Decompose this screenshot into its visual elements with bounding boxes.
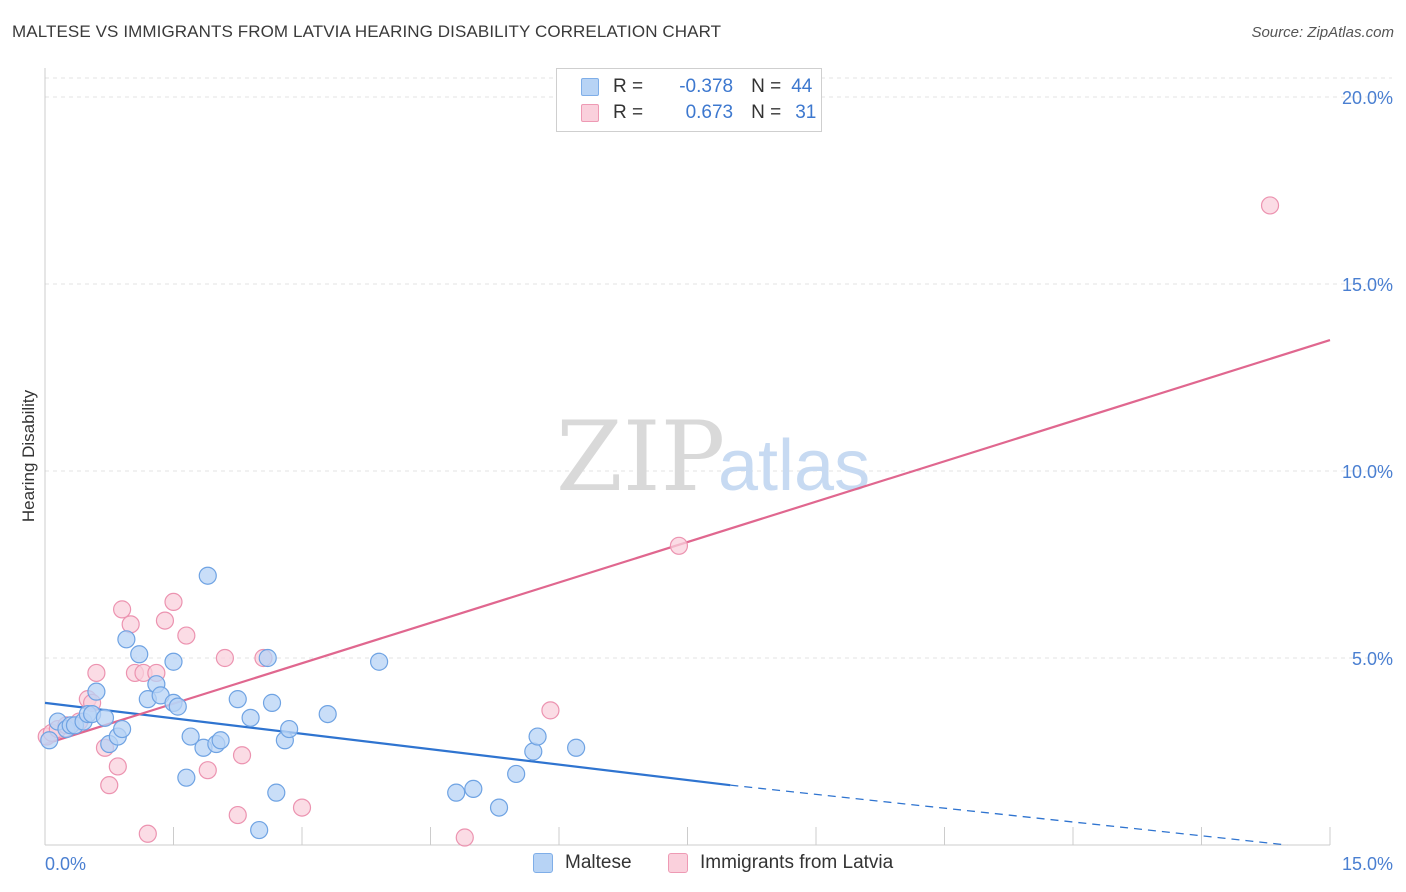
point-latvia xyxy=(215,648,234,668)
point-maltese xyxy=(250,820,269,840)
point-latvia xyxy=(541,701,560,720)
legend-r-value: -0.378 xyxy=(679,76,734,97)
data-points xyxy=(37,196,1280,847)
point-latvia xyxy=(292,798,312,817)
point-maltese xyxy=(130,645,149,664)
trend-line-latvia xyxy=(44,339,1331,746)
trend-line-maltese xyxy=(44,701,731,787)
point-maltese xyxy=(211,731,230,750)
point-latvia xyxy=(121,615,140,634)
series-legend-label: Maltese xyxy=(565,852,632,873)
point-latvia xyxy=(164,592,183,612)
y-tick-labels: 5.0% 10.0% 15.0% 20.0% xyxy=(1342,88,1393,669)
legend-row-maltese: R = -0.378 N = 44 xyxy=(581,74,812,100)
legend-r-label: R = xyxy=(613,102,644,123)
point-maltese xyxy=(507,764,526,784)
legend-n-label: N = xyxy=(751,76,782,97)
series-legend-label: Immigrants from Latvia xyxy=(700,852,894,873)
point-maltese xyxy=(87,682,106,701)
watermark: ZIP atlas xyxy=(556,401,870,513)
point-latvia xyxy=(1260,196,1280,215)
y-tick-label: 15.0% xyxy=(1342,275,1393,295)
chart-title: MALTESE VS IMMIGRANTS FROM LATVIA HEARIN… xyxy=(12,22,722,41)
point-maltese xyxy=(280,719,299,739)
point-latvia xyxy=(112,600,132,619)
point-latvia xyxy=(198,761,217,780)
legend-swatch-pink xyxy=(581,104,599,122)
legend-r-label: R = xyxy=(613,76,644,97)
point-maltese xyxy=(258,648,277,668)
point-maltese xyxy=(524,742,543,761)
watermark-atlas: atlas xyxy=(718,426,870,506)
trend-line-maltese-extension xyxy=(730,784,1288,846)
watermark-zip: ZIP xyxy=(556,401,725,513)
gridlines xyxy=(45,77,1392,659)
y-axis-label: Hearing Disability xyxy=(19,389,38,522)
point-maltese xyxy=(464,779,483,799)
point-maltese xyxy=(177,768,196,787)
point-maltese xyxy=(241,708,260,727)
point-maltese xyxy=(198,566,217,585)
point-maltese xyxy=(40,731,59,750)
legend-n-value: 31 xyxy=(795,102,817,123)
point-maltese xyxy=(370,652,389,671)
legend-row-latvia: R = 0.673 N = 31 xyxy=(581,100,816,126)
axes xyxy=(44,68,1331,846)
source-label: Source: ZipAtlas.com xyxy=(1251,24,1394,41)
point-maltese xyxy=(164,652,183,671)
trend-lines xyxy=(44,339,1331,846)
legend-r-value: 0.673 xyxy=(685,102,734,123)
legend-swatch-blue xyxy=(581,78,599,96)
point-latvia xyxy=(232,746,252,765)
x-tick-labels: 0.0% 15.0% xyxy=(45,854,1393,874)
series-swatch-blue xyxy=(533,853,553,873)
point-maltese xyxy=(528,727,547,746)
point-maltese xyxy=(489,798,509,817)
point-maltese xyxy=(447,783,466,802)
point-maltese xyxy=(318,704,337,724)
point-latvia xyxy=(455,828,474,847)
y-tick-label: 5.0% xyxy=(1352,649,1393,669)
point-latvia xyxy=(100,776,119,795)
point-maltese xyxy=(95,708,115,727)
point-latvia xyxy=(669,536,689,555)
series-legend-maltese: Maltese xyxy=(533,852,632,874)
series-legend-latvia: Immigrants from Latvia xyxy=(668,852,893,874)
point-latvia xyxy=(155,611,175,630)
point-latvia xyxy=(108,757,127,776)
point-maltese xyxy=(228,690,247,709)
point-maltese xyxy=(117,630,136,649)
point-maltese xyxy=(181,727,200,746)
series-swatch-pink xyxy=(668,853,688,873)
point-maltese xyxy=(567,738,586,757)
point-latvia xyxy=(138,824,157,843)
point-maltese xyxy=(262,693,282,712)
point-latvia xyxy=(228,805,247,825)
point-maltese xyxy=(168,697,187,716)
x-tick-label: 0.0% xyxy=(45,854,86,874)
y-tick-label: 20.0% xyxy=(1342,88,1393,108)
y-tick-label: 10.0% xyxy=(1342,462,1393,482)
correlation-legend: R = -0.378 N = 44 R = 0.673 N = 31 xyxy=(556,68,822,132)
point-maltese xyxy=(267,783,286,802)
x-tick-label: 15.0% xyxy=(1342,854,1393,874)
series-legend: Maltese Immigrants from Latvia xyxy=(0,852,1406,878)
legend-n-value: 44 xyxy=(791,76,813,97)
legend-n-label: N = xyxy=(751,102,782,123)
point-latvia xyxy=(177,626,196,645)
point-latvia xyxy=(87,663,106,683)
point-maltese xyxy=(112,719,132,739)
